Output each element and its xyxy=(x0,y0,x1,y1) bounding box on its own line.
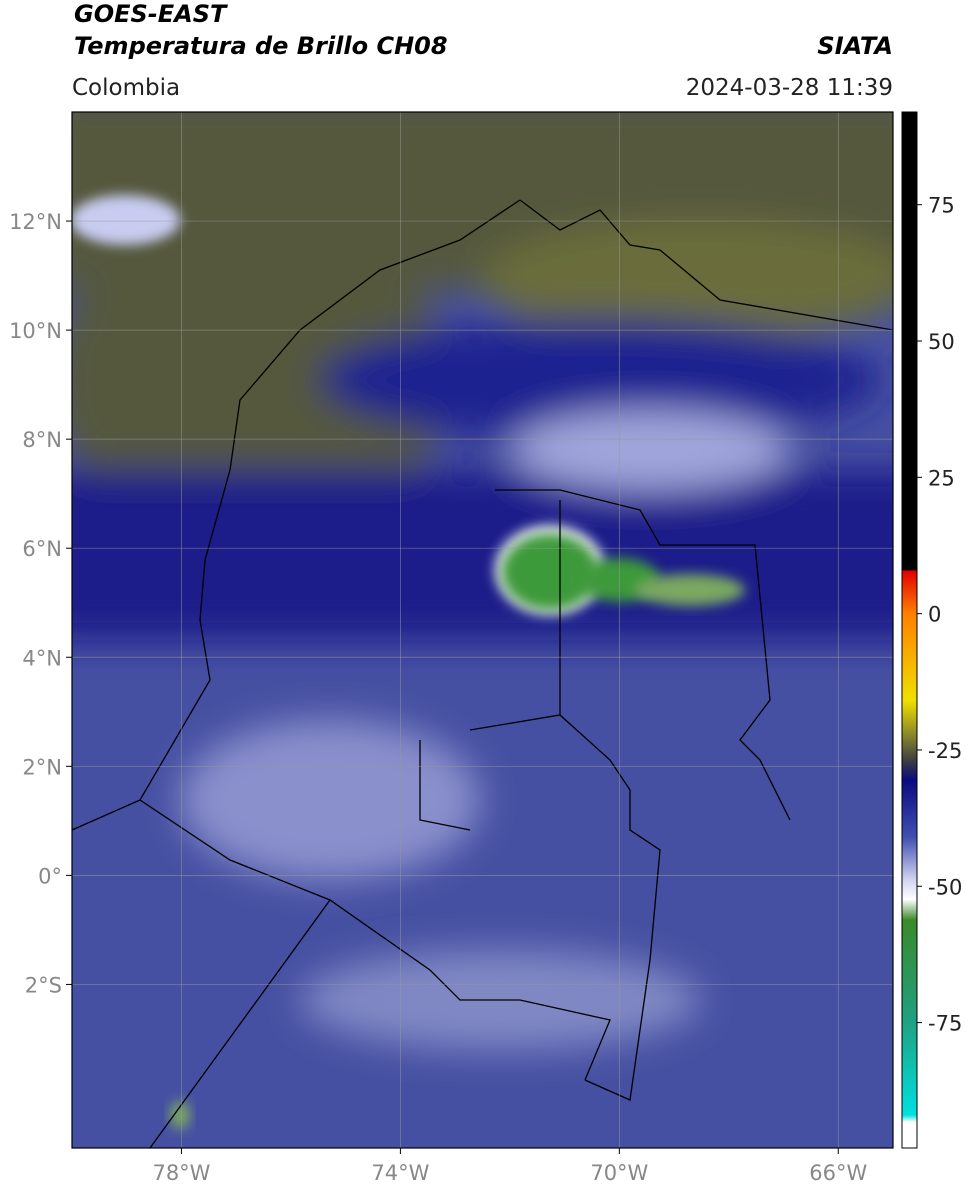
region: Colombia xyxy=(72,75,180,101)
subtitle: Temperatura de Brillo CH08 xyxy=(74,32,448,60)
y-tick-label: 12°N xyxy=(9,210,62,234)
colorbar-tick-label: 50 xyxy=(928,330,955,354)
y-tick-label: 4°N xyxy=(22,646,62,670)
x-tick-label: 74°W xyxy=(371,1161,429,1185)
colorbar-tick-label: 75 xyxy=(928,194,955,218)
colorbar-tick-label: 0 xyxy=(928,603,941,627)
satellite-image xyxy=(72,112,893,1148)
y-tick-label: 6°N xyxy=(22,537,62,561)
x-tick-label: 70°W xyxy=(590,1161,648,1185)
y-tick-label: 8°N xyxy=(22,428,62,452)
colorbar-tick-label: -50 xyxy=(928,875,962,899)
x-tick-label: 78°W xyxy=(152,1161,210,1185)
y-tick-label: 0° xyxy=(38,864,62,888)
colorbar-tick-label: -25 xyxy=(928,739,962,763)
y-tick-label: 2°N xyxy=(22,755,62,779)
map-frame xyxy=(71,111,894,1149)
colorbar-tick-label: -75 xyxy=(928,1012,962,1036)
datetime: 2024-03-28 11:39 xyxy=(686,75,893,101)
x-tick-label: 66°W xyxy=(809,1161,867,1185)
source: SIATA xyxy=(817,32,893,60)
y-tick-label: 10°N xyxy=(9,319,62,343)
colorbar-tick-label: 25 xyxy=(928,466,955,490)
title: GOES-EAST xyxy=(74,0,228,28)
colorbar xyxy=(901,111,918,1149)
y-tick-label: 2°S xyxy=(25,973,62,997)
graticule xyxy=(72,112,893,1148)
